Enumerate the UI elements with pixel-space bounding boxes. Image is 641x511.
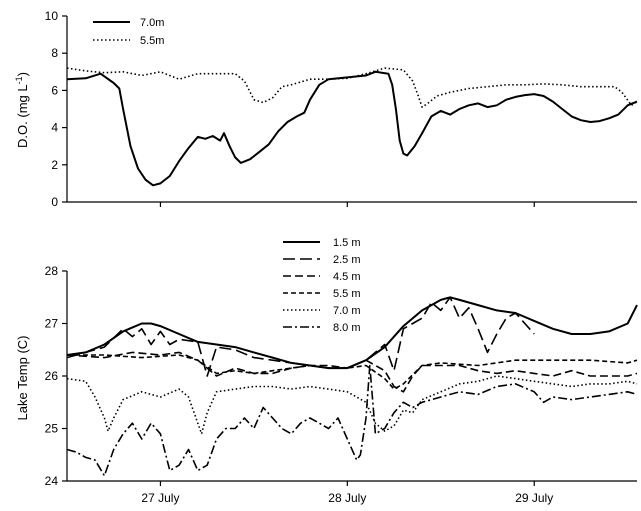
y-tick-label: 24	[45, 474, 59, 488]
do-legend: 7.0m 5.5m	[93, 17, 164, 47]
temp-legend-label-5-5m: 5.5 m	[333, 288, 361, 300]
temp-legend-label-2-5m: 2.5 m	[333, 254, 361, 266]
do-x-ticks	[159, 202, 535, 207]
temp-panel: 24 25 26 27 28 27 July 28 July 29 July Lake Te…	[15, 237, 638, 505]
y-tick-label: 4	[51, 121, 58, 135]
x-tick-label: 29 July	[515, 491, 553, 505]
temp-legend-label-7-0m: 7.0 m	[333, 305, 361, 317]
temp-legend-label-1-5m: 1.5 m	[333, 237, 361, 249]
series-line-4-5-m	[66, 351, 638, 393]
do-panel: 0 2 4 6 8 10 D.O. (mg L-1) 7.0m 5.5m	[14, 9, 638, 209]
do-series	[66, 67, 638, 187]
y-tick-label: 2	[51, 158, 58, 172]
temp-legend: 1.5 m 2.5 m 4.5 m 5.5 m 7.0 m 8.0 m	[283, 237, 361, 334]
do-legend-label-7m: 7.0m	[140, 17, 164, 29]
y-tick-label: 0	[51, 195, 58, 209]
do-legend-label-5m: 5.5m	[140, 35, 164, 47]
series-line-7-0m	[66, 70, 638, 187]
series-line-7-0-m	[66, 375, 638, 435]
temp-series	[66, 296, 638, 477]
do-ylabel-end: )	[15, 72, 30, 76]
temp-legend-label-4-5m: 4.5 m	[333, 271, 361, 283]
x-tick-label: 28 July	[328, 491, 366, 505]
y-tick-label: 10	[45, 9, 59, 23]
x-tick-label: 27 July	[141, 491, 179, 505]
do-y-ticks: 0 2 4 6 8 10	[45, 9, 67, 209]
temp-y-ticks: 24 25 26 27 28	[45, 264, 67, 488]
y-tick-label: 26	[45, 369, 59, 383]
do-ylabel-sup: -1	[14, 76, 24, 84]
series-line-5-5-m	[67, 354, 638, 390]
y-tick-label: 27	[45, 317, 59, 331]
series-line-5-5m	[66, 67, 638, 108]
y-tick-label: 8	[51, 46, 58, 60]
temp-x-ticks: 27 July 28 July 29 July	[141, 481, 553, 505]
y-tick-label: 28	[45, 264, 59, 278]
temp-y-axis-label: Lake Temp (C)	[15, 335, 30, 420]
y-tick-label: 25	[45, 422, 59, 436]
series-line-8-0-m	[66, 364, 638, 477]
do-y-axis-label: D.O. (mg L-1)	[14, 72, 30, 148]
y-tick-label: 6	[51, 83, 58, 97]
do-ylabel-base: D.O. (mg L	[15, 84, 30, 148]
temp-legend-label-8-0m: 8.0 m	[333, 322, 361, 334]
